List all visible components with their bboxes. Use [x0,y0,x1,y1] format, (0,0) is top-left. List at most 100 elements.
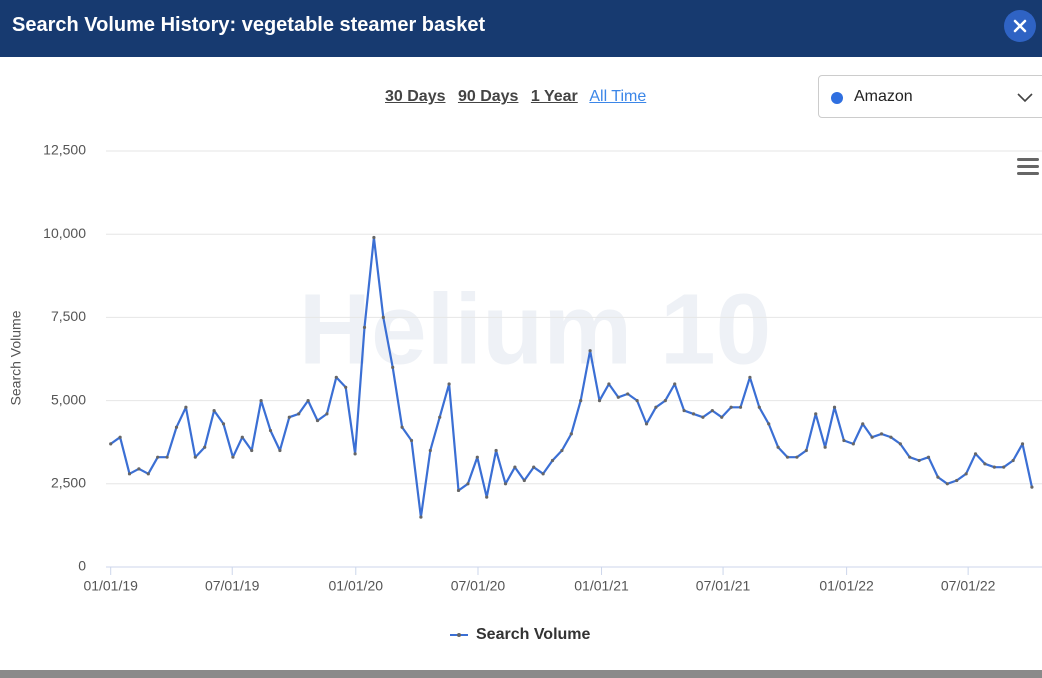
data-point [419,515,423,519]
data-point [861,422,865,426]
data-point [221,422,226,426]
data-point [250,448,254,453]
data-point [466,482,470,486]
data-point [767,422,771,426]
data-point [626,392,630,396]
y-tick-label: 12,500 [43,142,86,158]
data-point [889,435,893,439]
data-point [268,428,273,433]
menu-bar[interactable] [1017,172,1039,175]
data-point [372,235,376,240]
data-point [391,365,395,369]
data-point [635,399,639,403]
data-point [597,399,602,403]
dropdown-arrow [1017,93,1033,103]
menu-bar[interactable] [1017,158,1039,161]
data-point [541,472,545,476]
data-point [325,412,329,416]
data-point [447,382,451,386]
data-point [673,382,677,386]
data-point [193,455,197,459]
data-point [701,415,705,419]
y-tick-label: 5,000 [51,391,86,407]
data-point [870,435,874,439]
data-point [973,452,978,456]
data-point [344,385,348,389]
data-point [174,425,179,429]
marketplace-dot [831,92,843,104]
range-button[interactable]: 30 Days [385,88,446,105]
data-point [663,399,667,403]
legend-dot [457,633,461,637]
data-point [485,495,489,499]
data-point [146,472,150,476]
data-point [710,408,714,413]
y-tick-label: 0 [78,558,86,574]
data-point [917,458,921,463]
data-point [804,448,808,453]
data-point [438,415,442,419]
data-point [983,462,987,466]
data-point [503,482,508,486]
data-point [1011,458,1015,463]
range-button[interactable]: All Time [589,88,647,105]
data-point [691,412,696,416]
data-point [908,455,912,459]
y-tick-label: 2,500 [51,475,86,491]
data-point [532,465,536,469]
data-point [757,405,761,409]
data-point [127,472,132,476]
range-buttons: 30 Days 90 Days 1 Year All Time [385,88,654,106]
marketplace-label: Amazon [854,88,913,105]
data-point [278,448,282,453]
data-point [184,405,188,409]
close-icon[interactable] [1004,10,1036,42]
y-axis-label: Search Volume [8,310,24,405]
data-point [494,448,498,453]
x-tick-label: 01/01/19 [83,578,138,594]
data-point [231,455,235,459]
data-point [203,445,207,449]
data-point [109,442,113,446]
data-point [936,475,940,479]
data-point [748,375,752,379]
menu-bar[interactable] [1017,165,1039,168]
data-point [428,448,432,453]
data-point [259,399,263,403]
data-point [240,435,244,439]
data-point [400,425,404,429]
x-tick-label: 01/01/22 [819,578,874,594]
data-point [513,465,517,469]
x-tick-label: 07/01/20 [451,578,506,594]
data-point [926,455,931,459]
x-tick-label: 07/01/21 [696,578,751,594]
data-point [409,438,414,443]
data-point [588,349,592,353]
data-point [560,448,564,453]
menu-icon[interactable] [1017,158,1039,175]
range-button[interactable]: 1 Year [530,88,578,105]
marketplace-dropdown[interactable]: Amazon [818,75,1042,118]
data-point [729,405,733,409]
close-button[interactable] [1004,10,1036,42]
data-point [823,445,827,449]
data-point [475,455,479,459]
data-point [785,455,790,459]
data-point [297,412,301,416]
data-point [851,442,855,446]
data-point [362,325,367,329]
header-title: Search Volume History: vegetable steamer… [12,14,486,36]
data-point [522,478,526,483]
legend-label: Search Volume [476,626,591,643]
data-point [137,467,141,471]
y-tick-label: 7,500 [51,308,86,324]
data-point [616,395,620,399]
data-point [644,422,649,426]
header: Search Volume History: vegetable steamer… [0,0,1042,57]
range-button[interactable]: 90 Days [457,88,519,105]
data-point [879,432,884,436]
data-point [1030,485,1034,489]
data-point [381,315,385,319]
